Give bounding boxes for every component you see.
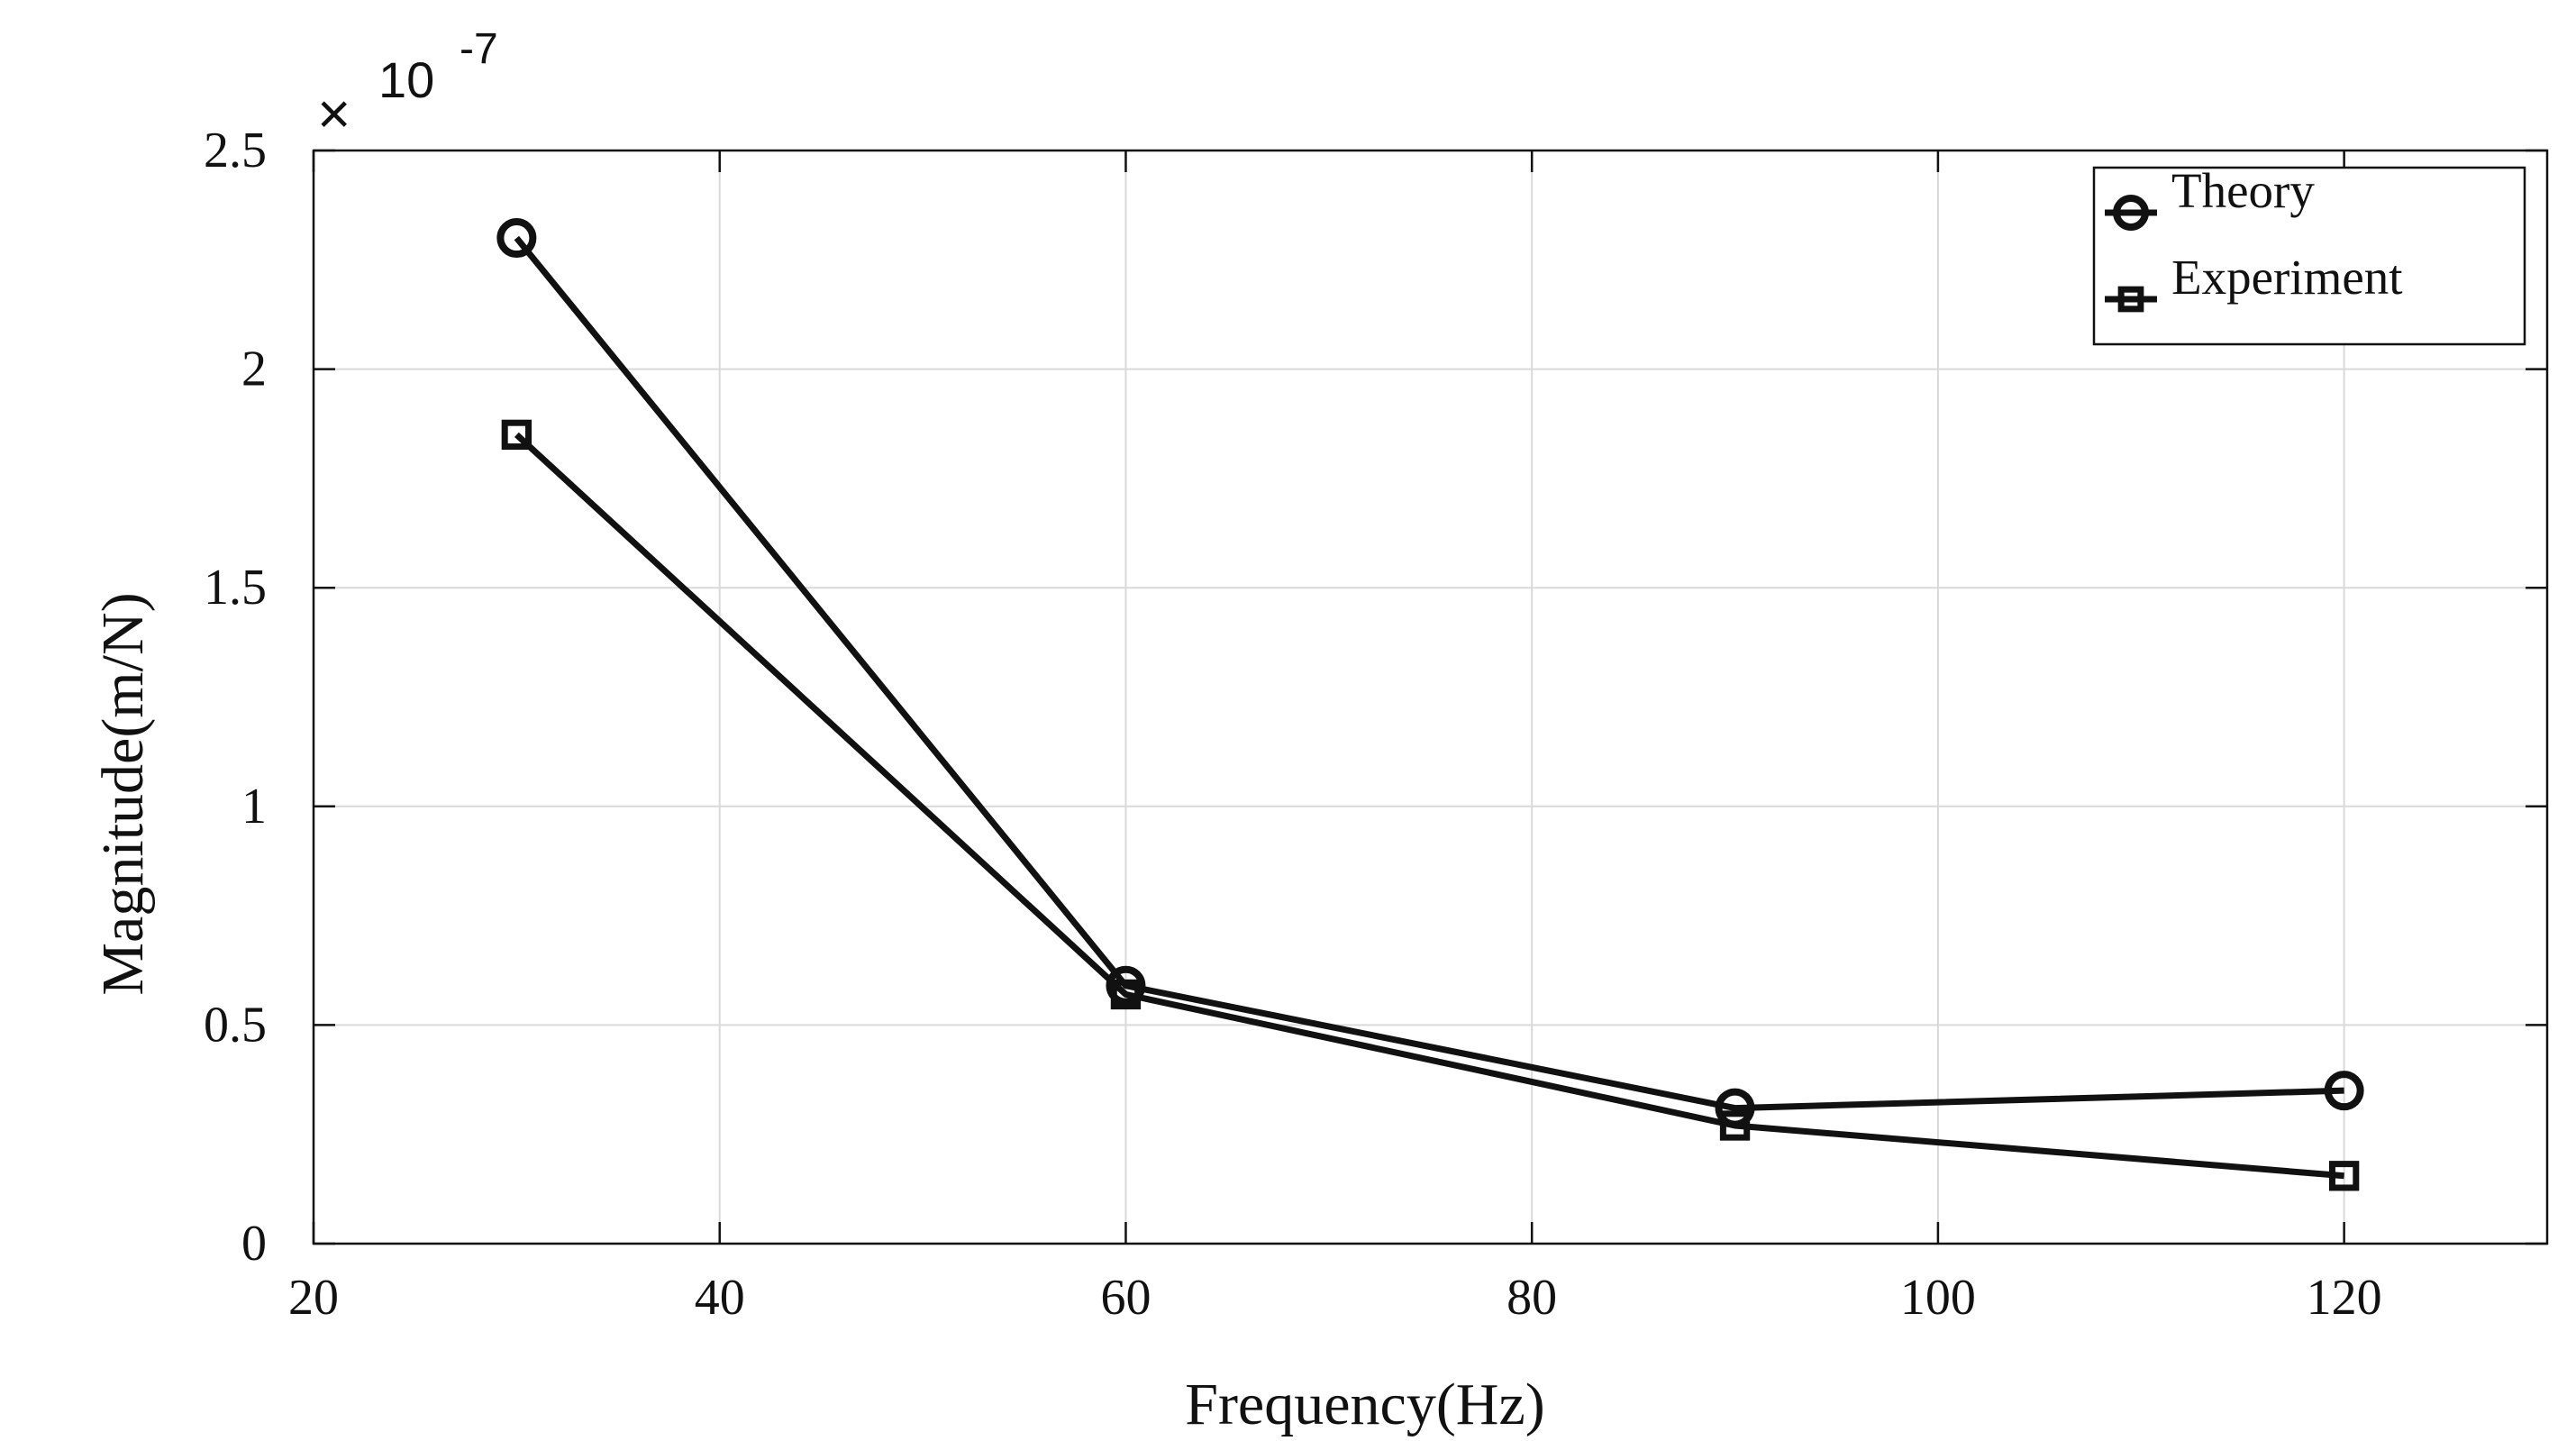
legend-marker: [2117, 286, 2144, 313]
data-point-experiment: [501, 419, 532, 451]
y-multiplier-exponent: -7: [460, 25, 498, 73]
series-line-theory: [514, 235, 2344, 1112]
y-tick-label: 2: [241, 342, 267, 397]
y-tick-label: 1: [241, 779, 267, 835]
data-point-experiment: [2328, 1161, 2360, 1191]
x-tick-label: 20: [288, 1270, 339, 1326]
y-tick-label: 0: [241, 1216, 267, 1272]
data-point-theory: [2324, 1071, 2364, 1111]
series-layer: [496, 218, 2364, 1191]
series-line-experiment: [514, 432, 2344, 1180]
legend-item-theory: Theory: [2105, 163, 2315, 231]
x-tick-label: 60: [1100, 1270, 1151, 1326]
legend-label: Theory: [2171, 163, 2315, 218]
data-point-experiment: [1110, 979, 1142, 1010]
data-point-theory: [496, 218, 537, 259]
x-tick-label: 80: [1506, 1270, 1557, 1326]
legend: Theory Experiment: [2092, 163, 2526, 346]
series-theory: [496, 218, 2364, 1128]
y-multiplier-times: ×: [317, 81, 350, 146]
y-tick-label: 0.5: [204, 997, 267, 1053]
plot-area-frame: [312, 149, 2549, 1245]
y-tick-label: 1.5: [204, 560, 267, 616]
data-point-experiment: [1719, 1110, 1751, 1141]
y-axis-label: Magnitude(m/N): [90, 592, 156, 995]
y-multiplier-base: 10: [378, 51, 434, 108]
series-experiment: [501, 419, 2360, 1191]
x-tick-label: 120: [2307, 1270, 2382, 1326]
data-point-theory: [1106, 965, 1146, 1006]
legend-marker: [2113, 195, 2149, 231]
legend-box: [2092, 166, 2526, 346]
legend-label: Experiment: [2171, 250, 2403, 305]
x-tick-label: 40: [695, 1270, 745, 1326]
axis-ticks: 20 40 60 80 100 120 0 0.5 1 1.5 2 2.5: [204, 123, 2547, 1326]
y-multiplier: × 10 -7: [317, 25, 498, 146]
legend-item-experiment: Experiment: [2105, 250, 2403, 313]
x-axis-label: Frequency(Hz): [1185, 1372, 1544, 1437]
x-tick-label: 100: [1900, 1270, 1976, 1326]
y-tick-label: 2.5: [204, 123, 267, 178]
